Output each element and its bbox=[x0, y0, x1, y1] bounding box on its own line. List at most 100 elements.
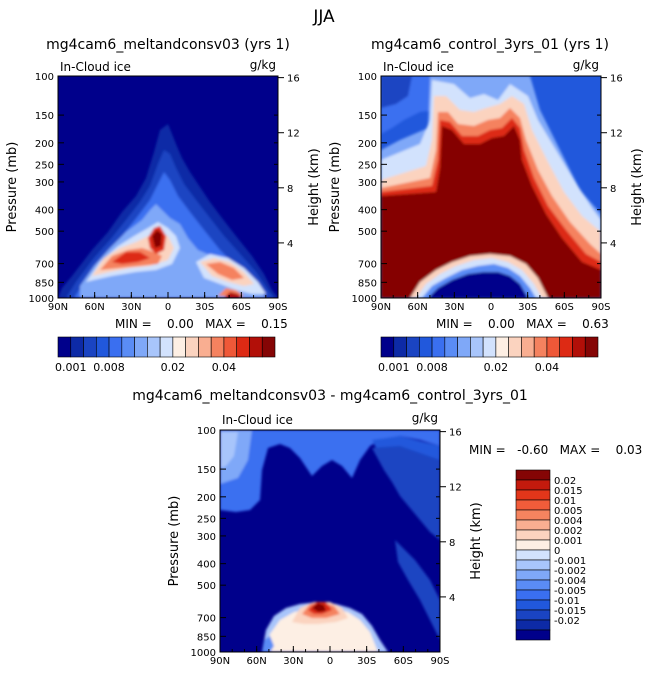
colorbar-swatch bbox=[515, 589, 551, 601]
colorbar-swatch bbox=[482, 336, 497, 358]
y-tick-label: 850 bbox=[35, 278, 54, 289]
panel-left-units: g/kg bbox=[250, 58, 276, 72]
x-tick-label: 30S bbox=[357, 656, 376, 667]
colorbar-label: 0.005 bbox=[554, 506, 583, 517]
colorbar-diff: 0.020.0150.010.0050.0040.0020.0010-0.001… bbox=[515, 469, 586, 641]
y-right-tick-label: 16 bbox=[287, 74, 300, 85]
colorbar-label: -0.02 bbox=[554, 616, 580, 627]
colorbar-label: 0.04 bbox=[535, 361, 560, 374]
y-right-tick-label: 12 bbox=[610, 129, 623, 140]
y-right-tick-label: 8 bbox=[287, 184, 293, 195]
panel-right-subtitle: In-Cloud ice bbox=[383, 60, 454, 74]
y-right-axis-label: Height (km) bbox=[307, 148, 322, 225]
colorbar-swatch bbox=[521, 336, 535, 358]
colorbar-swatch bbox=[108, 336, 123, 358]
colorbar-swatch bbox=[515, 629, 551, 641]
panel-left-axes: 100 150 200 250 300 400 500 700 850 1000 16 12 8 4 90N… bbox=[5, 72, 322, 313]
colorbar-label: -0.01 bbox=[554, 596, 580, 607]
colorbar-swatch bbox=[444, 336, 458, 358]
y-tick-label: 850 bbox=[358, 278, 377, 289]
colorbar-swatch bbox=[559, 336, 573, 358]
panel-diff: mg4cam6_meltandconsv03 - mg4cam6_control… bbox=[132, 388, 642, 667]
y-tick-label: 700 bbox=[197, 614, 216, 625]
colorbar-label: 0.004 bbox=[554, 516, 583, 527]
x-tick-label: 60N bbox=[247, 656, 267, 667]
y-right-tick-label: 4 bbox=[287, 239, 293, 250]
colorbar-swatch bbox=[236, 336, 250, 358]
x-tick-label: 60S bbox=[555, 302, 574, 313]
colorbar-swatch bbox=[515, 579, 551, 591]
panel-diff-units: g/kg bbox=[412, 411, 438, 425]
panel-left-field bbox=[58, 76, 278, 298]
x-tick-label: 90N bbox=[48, 302, 68, 313]
panel-diff-field bbox=[220, 430, 440, 652]
colorbar-swatch bbox=[249, 336, 263, 358]
colorbar-swatch bbox=[515, 539, 551, 551]
colorbar-swatch bbox=[261, 336, 276, 358]
x-tick-label: 90S bbox=[591, 302, 610, 313]
y-tick-label: 250 bbox=[358, 160, 377, 171]
colorbar-label: 0.001 bbox=[554, 536, 583, 547]
x-tick-label: 30N bbox=[444, 302, 464, 313]
x-tick-label: 60N bbox=[85, 302, 105, 313]
colorbar-swatch bbox=[172, 336, 186, 358]
y-axis-label: Pressure (mb) bbox=[328, 142, 343, 233]
colorbar-swatch bbox=[457, 336, 471, 358]
colorbar-swatch bbox=[546, 336, 561, 358]
colorbar-swatch bbox=[431, 336, 446, 358]
colorbar-swatch bbox=[495, 336, 509, 358]
x-tick-label: 30N bbox=[121, 302, 141, 313]
panel-diff-title: mg4cam6_meltandconsv03 - mg4cam6_control… bbox=[132, 388, 528, 404]
y-tick-label: 1000 bbox=[191, 648, 216, 659]
y-right-tick-label: 8 bbox=[610, 184, 616, 195]
colorbar-swatch bbox=[418, 336, 433, 358]
y-right-tick-label: 16 bbox=[449, 428, 462, 439]
colorbar-swatch bbox=[470, 336, 484, 358]
x-tick-label: 90N bbox=[210, 656, 230, 667]
colorbar-swatch bbox=[57, 336, 72, 358]
colorbar-label: 0.04 bbox=[212, 361, 237, 374]
colorbar-swatch bbox=[515, 499, 551, 511]
colorbar-label: 0.02 bbox=[161, 361, 186, 374]
x-tick-label: 90N bbox=[371, 302, 391, 313]
y-tick-label: 300 bbox=[197, 532, 216, 543]
colorbar-label: 0.001 bbox=[378, 361, 410, 374]
y-tick-label: 300 bbox=[358, 178, 377, 189]
y-right-axis-label: Height (km) bbox=[469, 502, 484, 579]
colorbar-swatch bbox=[515, 519, 551, 531]
x-tick-label: 60S bbox=[232, 302, 251, 313]
colorbar-swatch bbox=[515, 599, 551, 611]
y-right-axis-label: Height (km) bbox=[630, 148, 645, 225]
colorbar-swatch bbox=[515, 569, 551, 581]
x-tick-label: 0 bbox=[488, 302, 494, 313]
page-title: JJA bbox=[312, 7, 335, 27]
panel-right-axes: 100 150 200 250 300 400 500 700 850 1000 16 12 8 4 90N… bbox=[328, 72, 645, 313]
colorbar-swatch bbox=[83, 336, 97, 358]
panel-right-stats: MIN = 0.00 MAX = 0.63 bbox=[436, 317, 609, 331]
colorbar-swatch bbox=[223, 336, 238, 358]
colorbar-swatch bbox=[515, 509, 551, 521]
panel-diff-subtitle: In-Cloud ice bbox=[222, 413, 293, 427]
colorbar-swatch bbox=[584, 336, 599, 358]
y-right-tick-label: 4 bbox=[610, 239, 616, 250]
y-tick-label: 250 bbox=[35, 160, 54, 171]
colorbar-swatch bbox=[198, 336, 212, 358]
colorbar-label: 0 bbox=[554, 546, 560, 557]
y-tick-label: 500 bbox=[358, 227, 377, 238]
y-tick-label: 400 bbox=[197, 560, 216, 571]
panel-diff-axes: 100 150 200 250 300 400 500 700 850 1000 16 12 8 4 90N… bbox=[167, 426, 484, 667]
y-axis-label: Pressure (mb) bbox=[5, 142, 20, 233]
x-tick-label: 90S bbox=[430, 656, 449, 667]
y-tick-label: 400 bbox=[35, 206, 54, 217]
colorbar-swatch bbox=[121, 336, 135, 358]
y-right-tick-label: 12 bbox=[287, 129, 300, 140]
colorbar-label: -0.002 bbox=[554, 566, 586, 577]
y-tick-label: 200 bbox=[358, 139, 377, 150]
colorbar-left: 0.001 0.008 0.02 0.04 bbox=[55, 336, 276, 374]
colorbar-label: 0.01 bbox=[554, 496, 576, 507]
panel-left-stats: MIN = 0.00 MAX = 0.15 bbox=[115, 317, 288, 331]
panel-left-title: mg4cam6_meltandconsv03 (yrs 1) bbox=[46, 37, 290, 53]
colorbar-swatch bbox=[147, 336, 161, 358]
panel-right-units: g/kg bbox=[573, 58, 599, 72]
y-tick-label: 150 bbox=[35, 111, 54, 122]
